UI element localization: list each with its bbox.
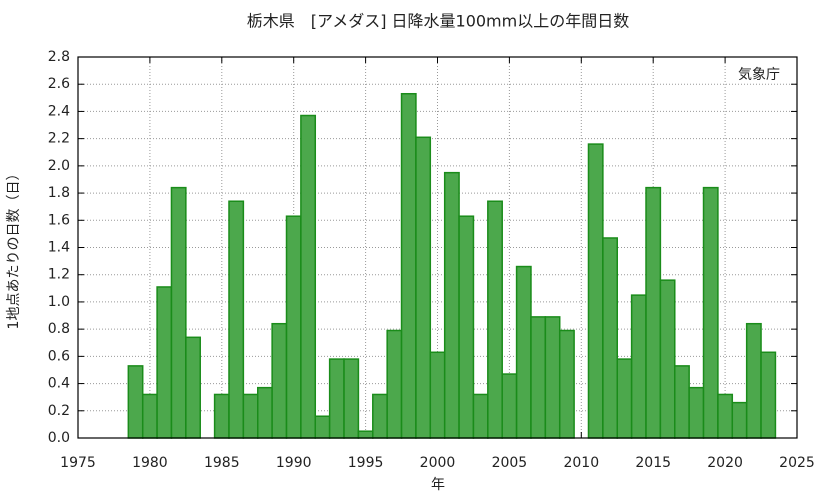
bar [760,351,777,439]
bar [170,186,187,439]
bar [127,365,144,439]
x-tick-label: 2025 [779,455,815,471]
y-tick-label: 2.0 [48,158,70,174]
y-tick-label: 0.6 [48,348,70,364]
y-tick-label: 1.8 [48,185,70,201]
y-tick-label: 0.4 [48,376,70,392]
bar [271,322,288,439]
y-axis-label: 1地点あたりの日数（日） [6,167,22,330]
bar [285,215,302,439]
x-tick-label: 1995 [348,455,384,471]
x-tick-label: 2000 [420,455,456,471]
bar [185,336,201,439]
x-tick-label: 2020 [707,455,743,471]
bar [659,279,676,439]
bar [630,294,647,439]
bar [530,316,547,439]
bar [386,329,403,439]
bar [645,186,662,439]
bar [314,415,331,439]
bar [156,286,173,439]
bar [357,430,374,439]
bar [602,237,618,439]
chart-title: 栃木県 [アメダス] 日降水量100mm以上の年間日数 [247,12,629,31]
y-tick-label: 0.0 [48,430,70,446]
x-tick-label: 1980 [132,455,168,471]
bar [415,136,432,439]
bar [558,329,575,439]
bar [745,322,762,439]
bar [228,200,245,439]
y-tick-label: 1.4 [48,240,70,256]
bar [242,393,259,439]
bar [501,373,518,439]
annotation: 気象庁 [738,67,780,83]
bar [515,265,532,439]
bar [674,365,690,439]
bar [731,401,748,439]
bar [328,358,345,439]
y-tick-label: 2.6 [48,76,70,92]
y-tick-label: 0.8 [48,321,70,337]
bar [400,92,417,439]
y-tick-label: 2.8 [48,49,70,65]
bar [544,316,561,439]
bar [458,215,475,439]
bar [443,171,460,439]
bar [472,393,489,439]
plot-frame [77,56,798,439]
bar [717,393,734,439]
bar [372,393,388,439]
bar [688,386,705,439]
x-tick-label: 2005 [492,455,528,471]
bar [702,186,719,439]
bar [257,386,273,439]
y-tick-label: 0.2 [48,403,70,419]
y-tick-label: 2.4 [48,103,70,119]
x-tick-label: 2010 [563,455,599,471]
bar [616,358,633,439]
y-tick-label: 2.2 [48,131,70,147]
x-tick-label: 1990 [276,455,312,471]
y-tick-label: 1.6 [48,212,70,228]
bar [343,358,360,439]
x-tick-label: 1975 [60,455,96,471]
x-tick-label: 2015 [635,455,671,471]
bar [429,351,446,439]
bar [213,393,230,439]
bar [587,143,604,439]
x-axis-label: 年 [431,477,445,493]
y-tick-label: 1.2 [48,267,70,283]
y-tick-label: 1.0 [48,294,70,310]
bar [487,200,503,439]
x-tick-label: 1985 [204,455,240,471]
bar [300,114,317,439]
bar [141,393,158,439]
